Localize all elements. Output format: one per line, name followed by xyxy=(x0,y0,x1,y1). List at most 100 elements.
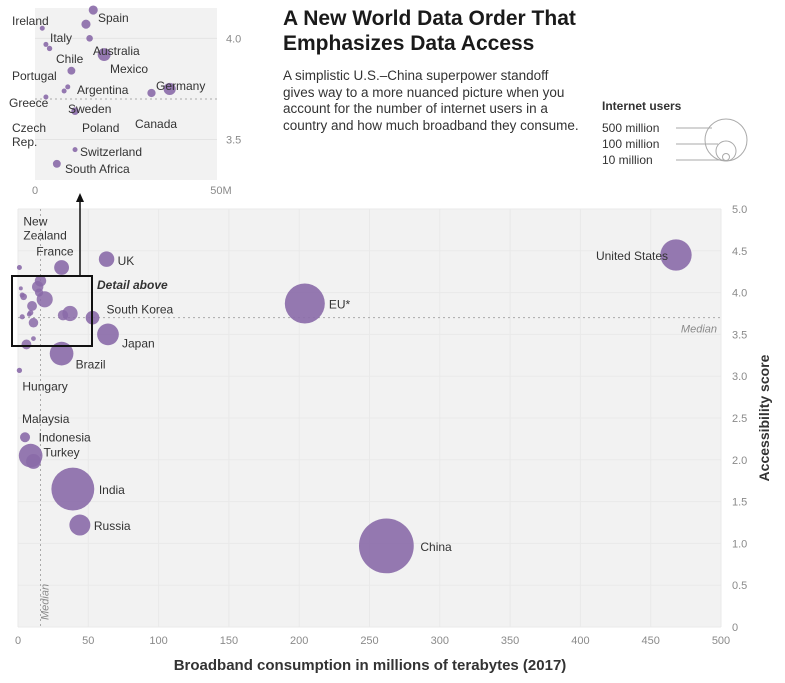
inset-point-czech-rep xyxy=(43,94,49,100)
median-x-label: Median xyxy=(39,584,51,620)
main-x-tick-label: 450 xyxy=(642,635,660,647)
main-y-tick-label: 0.5 xyxy=(732,580,747,592)
legend-label-100m: 100 million xyxy=(602,137,659,151)
main-grid xyxy=(17,208,722,628)
main-tick-labels: 0 50 100 150 200 250 300 350 400 450 50000.51.01.5… xyxy=(15,204,747,647)
main-x-tick-label: 0 xyxy=(15,635,21,647)
inset-point-greece xyxy=(61,88,67,94)
median-lines: Median Median xyxy=(18,98,721,627)
inset-label-argentina: Argentina xyxy=(77,83,129,97)
label-new-zealand: New Zealand xyxy=(23,215,66,243)
inset-data-points xyxy=(39,5,176,168)
detail-arrow-head xyxy=(76,193,84,202)
inset-point-south-africa xyxy=(52,159,61,168)
detail-label: Detail above xyxy=(97,278,168,292)
inset-point-portugal xyxy=(43,41,49,47)
main-y-tick-label: 3.5 xyxy=(732,329,747,341)
label-hungary: Hungary xyxy=(22,379,67,393)
inset-label-south-africa: South Africa xyxy=(65,162,130,176)
inset-point-ireland xyxy=(39,25,45,31)
point-france xyxy=(54,260,70,275)
main-y-tick-label: 5.0 xyxy=(732,204,747,216)
point-labels: United States EU* China UK France New Zealand S… xyxy=(9,11,668,554)
inset-point-australia xyxy=(86,35,93,42)
inset-point-spain xyxy=(88,5,98,15)
inset-x-tick-label: 0 xyxy=(32,185,38,197)
inset-point-chile xyxy=(46,45,53,52)
main-y-tick-label: 0 xyxy=(732,622,738,634)
detail-dot-canada xyxy=(57,310,69,321)
point-united-states xyxy=(660,239,692,271)
inset-label-poland: Poland xyxy=(82,121,119,135)
x-axis-title: Broadband consumption in millions of ter… xyxy=(174,657,567,674)
main-x-tick-label: 50 xyxy=(82,635,94,647)
detail-dot-czech-rep xyxy=(19,314,25,320)
main-x-tick-label: 500 xyxy=(712,635,730,647)
main-x-tick-label: 150 xyxy=(220,635,238,647)
inset-y-tick-label: 4.0 xyxy=(226,33,241,45)
label-japan: Japan xyxy=(122,336,155,350)
chart-subtitle: A simplistic U.S.–China superpower stand… xyxy=(283,68,579,133)
inset-tick-labels: 3.5 4.0 0 50M xyxy=(32,33,241,197)
inset-point-germany xyxy=(163,82,176,96)
label-united-states: United States xyxy=(596,249,668,263)
inset-label-chile: Chile xyxy=(56,52,84,66)
legend-label-500m: 500 million xyxy=(602,121,659,135)
inset-y-tick-label: 3.5 xyxy=(226,135,241,147)
point-china xyxy=(358,518,414,574)
inset-plot-background xyxy=(35,8,217,180)
main-x-tick-label: 300 xyxy=(431,635,449,647)
main-y-tick-label: 1.0 xyxy=(732,538,747,550)
point-eu xyxy=(284,283,325,324)
legend-circle-100m xyxy=(715,140,737,162)
label-brazil: Brazil xyxy=(76,358,106,372)
point-uk xyxy=(98,251,115,267)
main-data-points xyxy=(16,239,692,574)
main-y-tick-label: 4.5 xyxy=(732,246,747,258)
label-france: France xyxy=(36,245,74,259)
inset-grid xyxy=(35,37,217,141)
inset-label-ireland: Ireland xyxy=(12,14,49,28)
legend-circle-10m xyxy=(722,153,730,161)
label-eu: EU* xyxy=(329,297,351,311)
main-y-tick-label: 2.0 xyxy=(732,455,747,467)
detail-dot-argentina xyxy=(27,301,37,311)
point-hungary xyxy=(16,367,23,373)
label-russia: Russia xyxy=(94,519,131,533)
detail-dot-switzerland xyxy=(31,336,36,341)
label-uk: UK xyxy=(118,254,135,268)
y-axis-title: Accessibility score xyxy=(756,354,772,481)
size-legend-title: Internet users xyxy=(602,99,682,113)
label-indonesia: Indonesia xyxy=(39,431,91,445)
point-new-zealand xyxy=(16,265,22,271)
main-y-tick-label: 4.0 xyxy=(732,288,747,300)
main-y-tick-label: 1.5 xyxy=(732,497,747,509)
inset-label-portugal: Portugal xyxy=(12,69,57,83)
inset-point-argentina xyxy=(67,66,76,75)
inset-label-italy: Italy xyxy=(50,31,72,45)
point-malaysia xyxy=(20,432,31,443)
median-y-label: Median xyxy=(681,324,717,336)
main-x-tick-label: 250 xyxy=(360,635,378,647)
inset-label-mexico: Mexico xyxy=(110,62,148,76)
detail-dot-portugal xyxy=(19,292,25,298)
label-south-korea: South Korea xyxy=(107,303,174,317)
detail-dot-ireland xyxy=(18,286,23,291)
inset-label-czech-rep: Czech Rep. xyxy=(12,121,46,149)
inset-point-canada xyxy=(147,88,156,98)
detail-dot-mexico xyxy=(36,291,53,308)
inset-point-poland xyxy=(71,107,79,116)
point-russia xyxy=(69,514,91,536)
inset-point-italy xyxy=(81,19,91,29)
label-turkey: Turkey xyxy=(43,445,79,459)
label-india: India xyxy=(99,483,125,497)
inset-label-spain: Spain xyxy=(98,11,129,25)
point-brazil xyxy=(49,341,74,366)
point-india xyxy=(51,467,95,511)
detail-dot-poland xyxy=(28,317,39,328)
inset-label-greece: Greece xyxy=(9,96,49,110)
inset-label-sweden: Sweden xyxy=(68,102,111,116)
inset-point-mexico xyxy=(97,48,111,61)
inset-label-switzerland: Switzerland xyxy=(80,145,142,159)
main-x-tick-label: 400 xyxy=(571,635,589,647)
